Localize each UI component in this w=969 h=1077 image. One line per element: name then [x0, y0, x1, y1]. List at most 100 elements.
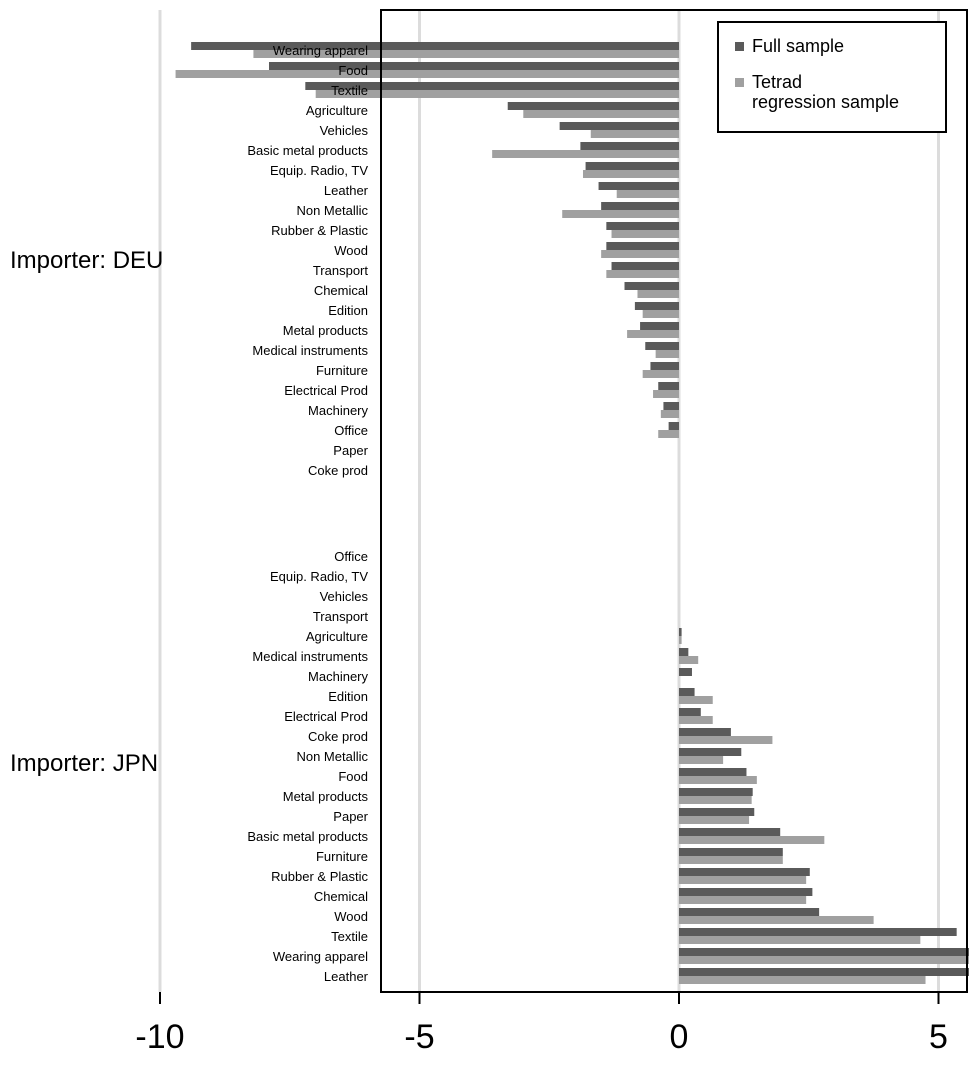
- bar-full: [679, 708, 701, 716]
- legend-label: Full sample: [752, 36, 844, 56]
- category-label: Medical instruments: [252, 649, 368, 664]
- category-label: Non Metallic: [296, 749, 368, 764]
- bar-tetrad: [616, 190, 679, 198]
- bar-tetrad: [679, 636, 682, 644]
- bar-full: [601, 202, 679, 210]
- bar-tetrad: [679, 736, 773, 744]
- bar-full: [679, 648, 689, 656]
- bar-tetrad: [679, 896, 807, 904]
- bar-tetrad: [523, 110, 679, 118]
- category-label: Office: [334, 549, 368, 564]
- bar-tetrad: [679, 776, 757, 784]
- bar-full: [679, 768, 747, 776]
- category-label: Basic metal products: [247, 829, 368, 844]
- bar-tetrad: [679, 816, 750, 824]
- bar-full: [679, 788, 753, 796]
- bar-tetrad: [679, 796, 752, 804]
- bar-tetrad: [611, 230, 679, 238]
- bar-full: [658, 382, 679, 390]
- category-label: Wood: [334, 909, 368, 924]
- bar-tetrad: [679, 696, 713, 704]
- bars: [175, 42, 969, 984]
- bar-full: [668, 422, 679, 430]
- bar-tetrad: [606, 270, 679, 278]
- bar-full: [559, 122, 679, 130]
- bar-full: [640, 322, 679, 330]
- category-label: Equip. Radio, TV: [270, 569, 368, 584]
- bar-tetrad: [679, 656, 699, 664]
- category-label: Edition: [328, 689, 368, 704]
- category-label: Transport: [313, 263, 369, 278]
- bar-tetrad: [679, 756, 724, 764]
- bar-tetrad: [492, 150, 679, 158]
- bar-tetrad: [642, 370, 679, 378]
- category-label: Medical instruments: [252, 343, 368, 358]
- category-label: Electrical Prod: [284, 383, 368, 398]
- bar-full: [679, 668, 692, 676]
- category-label: Chemical: [314, 889, 368, 904]
- bar-full: [679, 728, 731, 736]
- bar-full: [679, 848, 783, 856]
- category-label: Paper: [333, 809, 368, 824]
- bar-full: [580, 142, 679, 150]
- bar-tetrad: [175, 70, 679, 78]
- plot-frame: [380, 9, 968, 993]
- bar-full: [679, 688, 695, 696]
- bar-full: [679, 828, 781, 836]
- group-labels: Importer: DEU Importer: JPN: [10, 247, 163, 777]
- category-label: Basic metal products: [247, 143, 368, 158]
- x-tick-label: -10: [135, 1018, 184, 1056]
- category-label: Leather: [324, 183, 369, 198]
- bar-tetrad: [679, 936, 921, 944]
- legend-swatch-full: [735, 42, 744, 51]
- bar-tetrad: [679, 876, 807, 884]
- category-label: Rubber & Plastic: [271, 223, 368, 238]
- bar-tetrad: [653, 390, 679, 398]
- category-label: Wood: [334, 243, 368, 258]
- category-label: Coke prod: [308, 463, 368, 478]
- category-label: Office: [334, 423, 368, 438]
- category-label: Textile: [331, 83, 368, 98]
- x-axis: -10-50510: [135, 992, 948, 1056]
- bar-full: [305, 82, 679, 90]
- group-label: Importer: JPN: [10, 750, 158, 777]
- bar-tetrad: [679, 916, 874, 924]
- category-label: Wearing apparel: [273, 949, 368, 964]
- bar-tetrad: [660, 410, 679, 418]
- category-label: Machinery: [308, 669, 368, 684]
- x-tick-label: -5: [404, 1018, 434, 1056]
- bar-tetrad: [642, 310, 679, 318]
- category-label: Machinery: [308, 403, 368, 418]
- category-label: Non Metallic: [296, 203, 368, 218]
- category-label: Coke prod: [308, 729, 368, 744]
- bar-tetrad: [679, 836, 825, 844]
- category-label: Metal products: [283, 789, 369, 804]
- bar-tetrad: [679, 856, 783, 864]
- bar-full: [679, 748, 742, 756]
- category-label: Rubber & Plastic: [271, 869, 368, 884]
- legend-label: regression sample: [752, 92, 899, 112]
- bar-full: [624, 282, 679, 290]
- bar-full: [679, 948, 969, 956]
- legend-label: Tetrad: [752, 72, 802, 92]
- bar-full: [191, 42, 679, 50]
- x-tick-label: 0: [670, 1018, 689, 1056]
- bar-full: [585, 162, 679, 170]
- bar-full: [268, 62, 679, 70]
- bar-full: [634, 302, 679, 310]
- group-label: Importer: DEU: [10, 247, 163, 274]
- bar-full: [606, 222, 679, 230]
- category-label: Furniture: [316, 363, 368, 378]
- bar-tetrad: [637, 290, 679, 298]
- category-label: Paper: [333, 443, 368, 458]
- bar-tetrad: [679, 956, 969, 964]
- bar-tetrad: [679, 716, 713, 724]
- category-label: Vehicles: [320, 123, 369, 138]
- category-label: Vehicles: [320, 589, 369, 604]
- bar-tetrad: [658, 430, 679, 438]
- bar-full: [598, 182, 679, 190]
- x-tick-label: 5: [929, 1018, 948, 1056]
- category-label: Metal products: [283, 323, 369, 338]
- bar-full: [611, 262, 679, 270]
